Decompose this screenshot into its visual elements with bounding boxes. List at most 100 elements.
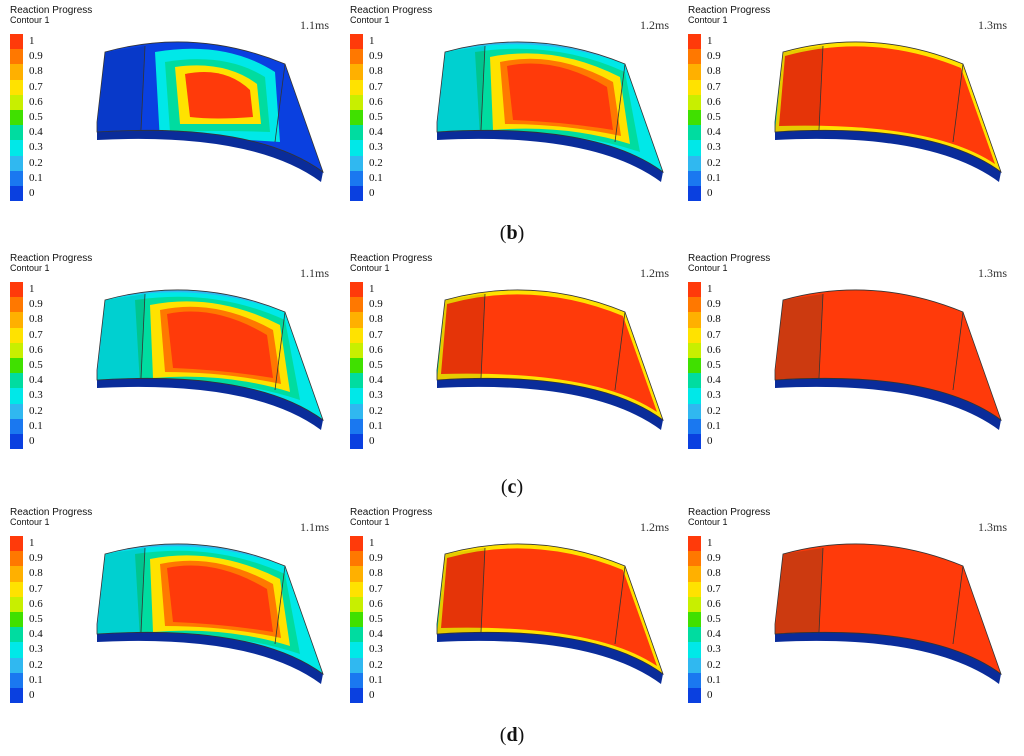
legend-tick-label: 0.8 [29,567,43,580]
contour-shape [85,280,330,465]
legend-tick-label: 0.9 [29,298,43,311]
legend-tick-label: 0.4 [369,374,383,387]
legend-tick-label: 0.7 [29,328,43,341]
contour-panel: Reaction Progress Contour 1 1 0.9 0.8 0.7 0.6 0… [0,4,340,224]
legend-swatch [688,388,701,404]
legend-tick-label: 0.6 [369,95,383,108]
curved-slab-contour [96,41,324,182]
legend-swatch [688,170,701,186]
legend-swatch [350,672,363,688]
legend-swatch [10,403,23,419]
legend-title: Reaction Progress [350,253,433,264]
legend-tick-label: 0.1 [29,419,43,432]
curved-slab-contour [96,289,324,430]
legend-swatch [350,566,363,582]
legend-swatch [688,342,701,358]
legend-tick-label: 1 [369,35,375,47]
legend-colorbar [688,34,701,202]
legend-tick-label: 0.9 [707,552,721,565]
legend-swatch [10,566,23,582]
legend-tick-label: 1 [707,35,713,47]
legend-tick-label: 0.8 [707,65,721,78]
legend-tick-label: 0.1 [369,673,383,686]
legend-swatch [350,79,363,95]
legend-swatch [688,627,701,643]
legend-colorbar [10,536,23,704]
contour-shape [425,280,670,465]
contour-panel: Reaction Progress Contour 1 1 0.9 0.8 0.7 0.6 0… [340,252,680,472]
legend-swatch [688,581,701,597]
legend-tick-label: 0.4 [29,126,43,139]
legend-tick-label: 0.1 [707,673,721,686]
legend-tick-label: 0.8 [29,313,43,326]
legend-swatch [350,357,363,374]
legend-swatch [350,403,363,419]
legend-tick-label: 0.7 [29,80,43,93]
time-label: 1.1ms [300,18,330,32]
legend-swatch [688,327,701,343]
legend-swatch [10,185,23,202]
legend-tick-label: 0.4 [707,628,721,641]
legend-tick-label: 0.6 [29,343,43,356]
contour-shape [763,534,1008,719]
legend-tick-label: 0.6 [369,597,383,610]
legend-title: Reaction Progress [10,5,93,16]
legend-swatch [350,140,363,156]
legend-tick-label: 0.6 [29,95,43,108]
legend-colorbar [350,282,363,450]
legend-tick-label: 0.2 [707,658,721,671]
legend-swatch [350,388,363,404]
contour-panel: Reaction Progress Contour 1 1 0.9 0.8 0.7 0.6 0… [0,252,340,472]
legend-swatch [688,185,701,202]
curved-slab-contour [436,289,664,430]
legend-labels: 1 0.9 0.8 0.7 0.6 0.5 0.4 0.3 0.2 0.1 0 [29,34,59,201]
legend-tick-label: 0.4 [29,374,43,387]
legend-tick-label: 1 [369,537,375,549]
legend-swatch [350,49,363,65]
legend-tick-label: 0.8 [707,313,721,326]
legend-tick-label: 0.7 [369,328,383,341]
legend-colorbar [688,282,701,450]
legend-tick-label: 0.7 [29,582,43,595]
legend-tick-label: 0.5 [29,110,43,123]
legend-swatch [350,297,363,313]
legend-swatch [350,342,363,358]
legend-swatch [688,536,701,552]
contour-shape [85,534,330,719]
legend-tick-label: 0.7 [707,582,721,595]
legend-swatch [688,109,701,126]
legend-swatch [10,312,23,328]
legend-tick-label: 0.1 [369,171,383,184]
legend-tick-label: 0.4 [29,628,43,641]
legend-swatch [688,433,701,450]
contour-panel: Reaction Progress Contour 1 1 0.9 0.8 0.7 0.6 0… [0,506,340,726]
legend-title: Reaction Progress [10,507,93,518]
legend-swatch [10,672,23,688]
legend-tick-label: 0.2 [29,658,43,671]
legend-tick-label: 0.3 [369,643,383,656]
legend-tick-label: 0.1 [369,419,383,432]
legend-subtitle: Contour 1 [688,263,728,273]
legend-swatch [350,155,363,171]
contour-shape [763,280,1008,465]
legend-swatch [10,125,23,141]
legend-swatch [350,125,363,141]
caption-d: (d) [499,724,525,746]
legend-labels: 1 0.9 0.8 0.7 0.6 0.5 0.4 0.3 0.2 0.1 0 [29,536,59,703]
legend-tick-label: 0.9 [369,552,383,565]
legend-title: Reaction Progress [688,5,771,16]
legend-tick-label: 0.5 [707,612,721,625]
legend-colorbar [350,536,363,704]
legend-swatch [10,536,23,552]
legend-tick-label: 0.3 [707,643,721,656]
legend-tick-label: 0 [707,434,713,447]
legend-swatch [688,64,701,80]
legend-title: Reaction Progress [350,5,433,16]
legend-tick-label: 0.6 [369,343,383,356]
curved-slab-contour [436,543,664,684]
legend-tick-label: 0.4 [369,126,383,139]
legend-swatch [350,611,363,628]
legend-swatch [10,596,23,612]
contour-panel: Reaction Progress Contour 1 1 0.9 0.8 0.7 0.6 0… [678,4,1018,224]
time-label: 1.3ms [978,266,1008,280]
